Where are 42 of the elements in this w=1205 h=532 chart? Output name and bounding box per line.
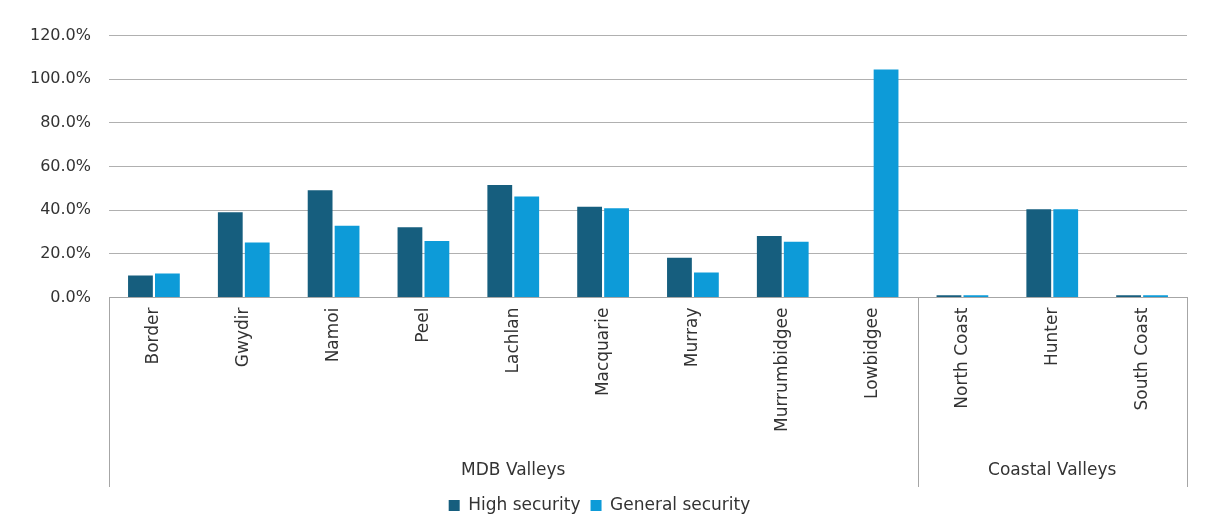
y-tick-label: 60.0% (40, 155, 92, 175)
x-tick-label: Murray (681, 307, 702, 368)
bar (487, 185, 513, 298)
bar (577, 206, 603, 298)
y-tick-label: 20.0% (40, 243, 92, 263)
legend-label: High security (468, 493, 581, 514)
bar (397, 227, 423, 298)
bar (307, 190, 333, 298)
x-tick-label: Gwydir (232, 307, 253, 368)
bar (873, 69, 899, 298)
bar (604, 208, 629, 298)
bar (756, 235, 782, 298)
y-tick-label: 80.0% (40, 112, 92, 132)
bar (514, 196, 540, 298)
text: MDB Valleys (461, 459, 566, 480)
x-tick-label: Lowbidgee (861, 307, 882, 400)
bar (244, 242, 270, 298)
x-tick-label: Border (142, 307, 163, 365)
x-tick-label: Peel (411, 307, 432, 343)
bar (783, 241, 809, 298)
bar (217, 212, 243, 298)
legend-label: General security (610, 493, 751, 514)
x-tick-label: Lachlan (501, 307, 522, 374)
bar (667, 257, 692, 298)
x-tick-label: Murrumbidgee (771, 307, 792, 433)
bar (155, 273, 180, 298)
bar (1026, 209, 1052, 298)
bar (694, 272, 719, 298)
bar (128, 275, 153, 298)
bar (424, 241, 450, 298)
text: Coastal Valleys (988, 459, 1117, 480)
bar (1053, 209, 1079, 298)
y-tick-label: 0.0% (50, 286, 92, 306)
x-tick-label: Hunter (1040, 307, 1061, 366)
x-tick-label: North Coast (950, 307, 971, 409)
y-tick-label: 40.0% (40, 199, 92, 219)
x-tick-label: Namoi (322, 307, 343, 363)
y-tick-label: 100.0% (29, 68, 92, 88)
x-tick-label: Macquarie (591, 307, 612, 397)
y-tick-label: 120.0% (29, 24, 92, 44)
bar (334, 225, 360, 298)
x-tick-label: South Coast (1130, 307, 1151, 411)
